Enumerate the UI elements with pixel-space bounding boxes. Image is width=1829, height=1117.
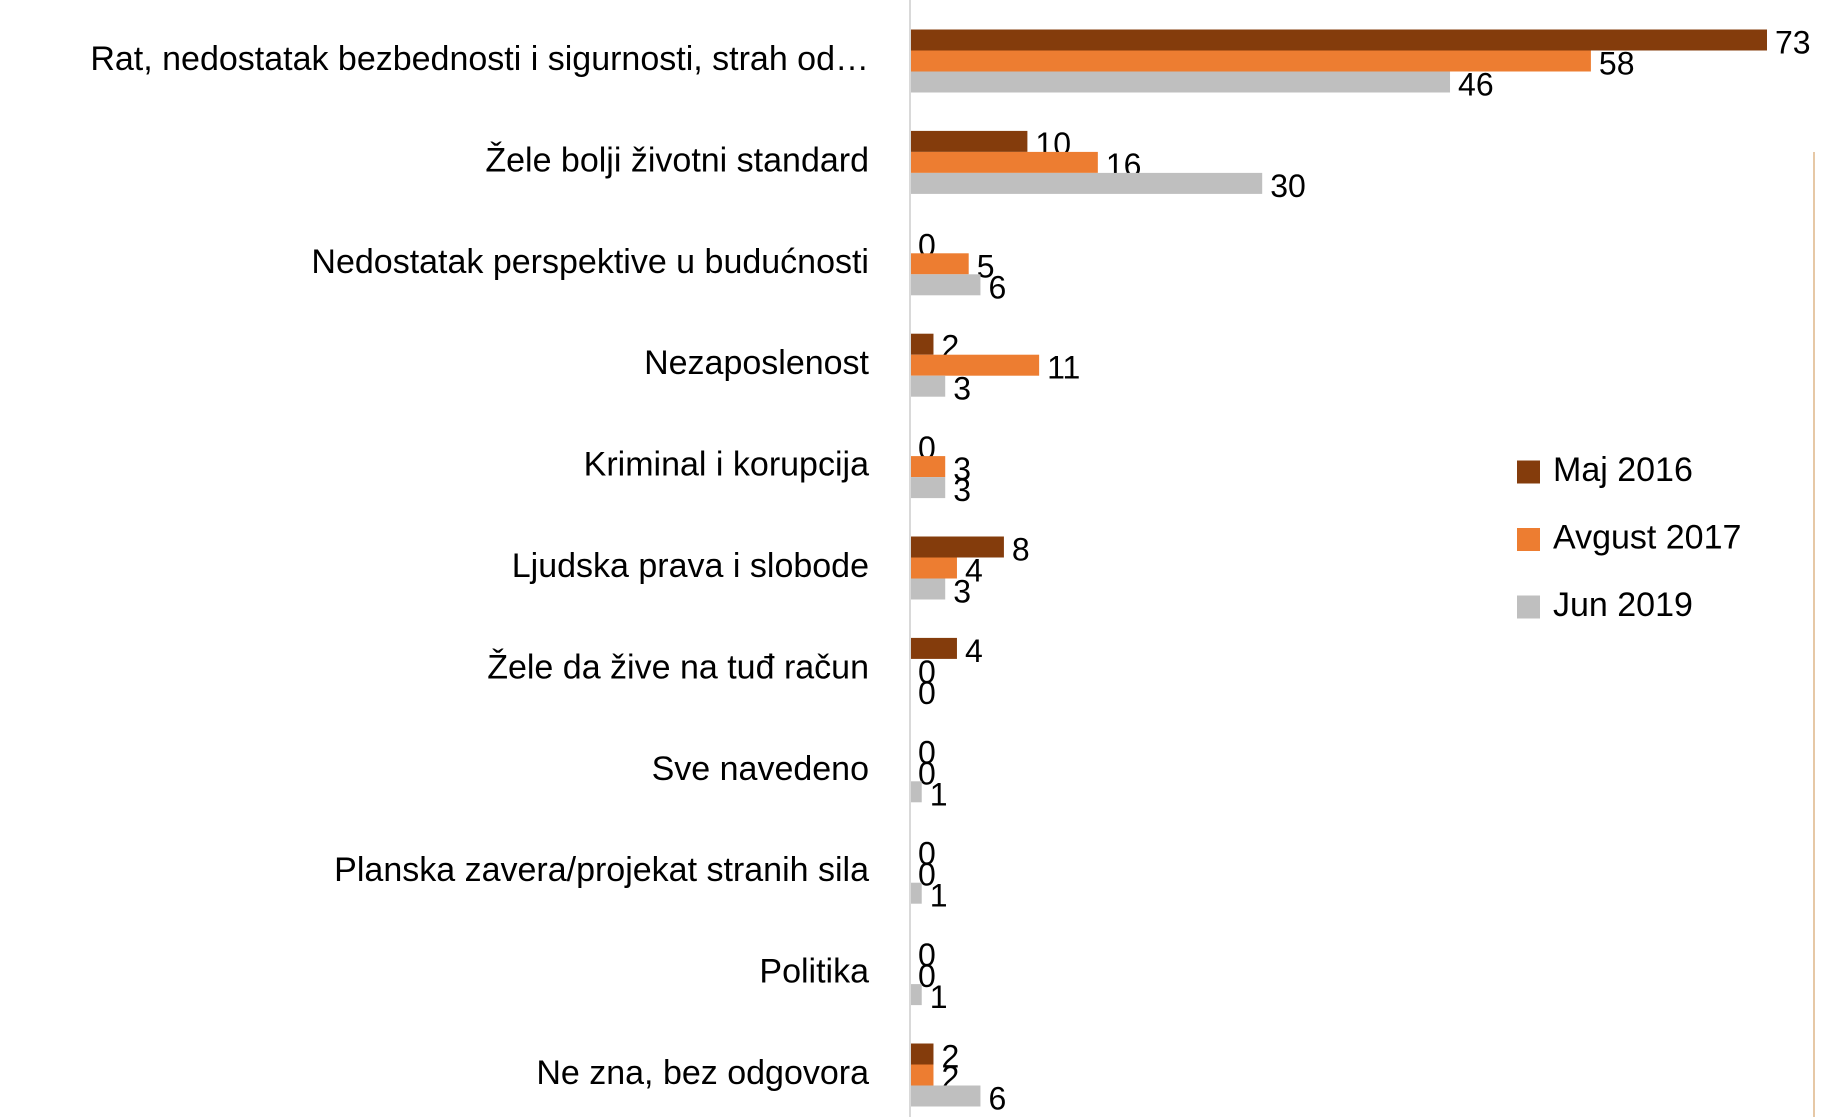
bar bbox=[910, 274, 981, 296]
data-label: 11 bbox=[1047, 350, 1080, 386]
bar bbox=[910, 130, 1028, 152]
legend-label: Jun 2019 bbox=[1553, 586, 1693, 624]
bar bbox=[910, 1064, 934, 1086]
legend-swatch bbox=[1517, 595, 1540, 619]
data-label: 6 bbox=[988, 1080, 1006, 1116]
data-label: 0 bbox=[918, 937, 936, 973]
data-label: 0 bbox=[918, 734, 936, 770]
data-label: 0 bbox=[918, 857, 936, 893]
bar bbox=[910, 50, 1591, 72]
category-label: Ne zna, bez odgovora bbox=[536, 1054, 869, 1092]
legend-swatch bbox=[1517, 460, 1540, 484]
legend-label: Avgust 2017 bbox=[1553, 518, 1741, 556]
category-label: Ljudska prava i slobode bbox=[512, 547, 869, 585]
data-label: 2 bbox=[941, 1038, 959, 1074]
data-label: 5 bbox=[977, 248, 995, 284]
data-label: 1 bbox=[930, 878, 948, 914]
data-label: 46 bbox=[1458, 66, 1494, 102]
bar bbox=[910, 29, 1767, 51]
data-label: 0 bbox=[918, 958, 936, 994]
bar bbox=[910, 333, 934, 355]
category-label: Kriminal i korupcija bbox=[584, 446, 869, 484]
category-label: Žele bolji životni standard bbox=[485, 141, 869, 179]
bar bbox=[910, 1043, 934, 1065]
category-label: Planska zavera/projekat stranih sila bbox=[334, 851, 869, 889]
bar bbox=[910, 71, 1451, 93]
bar bbox=[910, 456, 946, 478]
bar bbox=[910, 172, 1263, 194]
bar bbox=[910, 984, 922, 1006]
bar bbox=[910, 578, 946, 600]
bar bbox=[910, 354, 1040, 376]
data-label: 73 bbox=[1775, 24, 1811, 60]
bar bbox=[910, 1085, 981, 1107]
category-label: Žele da žive na tuđ račun bbox=[487, 648, 869, 686]
category-label: Nezaposlenost bbox=[644, 344, 869, 382]
data-label: 4 bbox=[965, 633, 983, 669]
legend-label: Maj 2016 bbox=[1553, 451, 1693, 489]
legend-swatch bbox=[1517, 528, 1540, 551]
category-label: Nedostatak perspektive u budućnosti bbox=[311, 243, 869, 281]
data-label: 30 bbox=[1270, 168, 1306, 204]
bar bbox=[910, 375, 946, 397]
data-label: 3 bbox=[953, 371, 971, 407]
data-label: 0 bbox=[918, 836, 936, 872]
data-label: 3 bbox=[953, 451, 971, 487]
category-label: Sve navedeno bbox=[652, 750, 869, 788]
data-label: 1 bbox=[930, 979, 948, 1015]
data-label: 0 bbox=[918, 675, 936, 711]
data-label: 0 bbox=[918, 654, 936, 690]
category-label: Politika bbox=[759, 953, 869, 991]
data-label: 58 bbox=[1599, 45, 1635, 81]
bar bbox=[910, 557, 957, 579]
data-label: 0 bbox=[918, 755, 936, 791]
bar bbox=[910, 151, 1098, 173]
data-label: 6 bbox=[988, 269, 1006, 305]
data-label: 3 bbox=[953, 472, 971, 508]
bar bbox=[910, 637, 957, 659]
bar bbox=[910, 882, 922, 904]
data-label: 4 bbox=[965, 552, 983, 588]
category-label: Rat, nedostatak bezbednosti i sigurnosti… bbox=[90, 40, 869, 78]
bar bbox=[910, 477, 946, 499]
data-label: 1 bbox=[930, 776, 948, 812]
bar bbox=[910, 536, 1004, 558]
bar bbox=[910, 781, 922, 803]
data-label: 8 bbox=[1012, 531, 1030, 567]
data-label: 3 bbox=[953, 573, 971, 609]
bar bbox=[910, 253, 969, 275]
